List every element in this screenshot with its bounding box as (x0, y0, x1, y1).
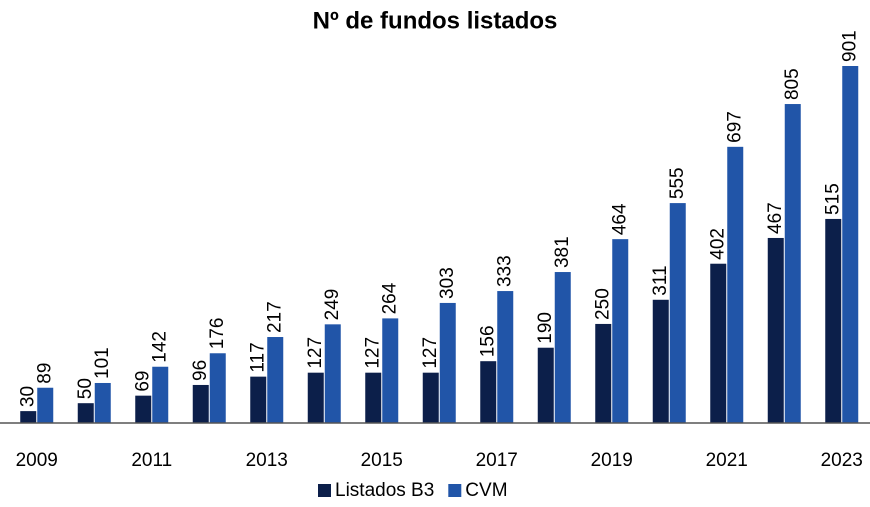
bar (767, 237, 784, 423)
bar (480, 361, 497, 423)
legend-swatch (448, 484, 462, 497)
data-label: 156 (477, 325, 498, 357)
data-label: 464 (609, 203, 630, 235)
bar (612, 239, 629, 423)
bar (422, 372, 439, 423)
x-tick-label: 2019 (591, 450, 633, 471)
bar (439, 302, 456, 423)
data-label: 555 (667, 167, 688, 199)
data-label: 127 (362, 337, 383, 369)
data-label: 303 (437, 267, 458, 299)
data-label: 50 (75, 378, 96, 399)
data-label: 515 (822, 183, 843, 215)
bar (365, 372, 382, 423)
bar (727, 146, 744, 423)
x-tick-label: 2021 (706, 450, 748, 471)
data-label: 467 (765, 202, 786, 234)
data-label: 117 (247, 342, 268, 372)
data-label: 127 (305, 337, 326, 369)
x-tick-label: 2013 (246, 450, 288, 471)
data-label: 381 (552, 236, 573, 268)
legend-swatch (318, 484, 331, 497)
bar (77, 403, 94, 423)
bar (595, 323, 612, 423)
data-label: 217 (264, 301, 285, 333)
bar (135, 395, 152, 423)
legend-label: CVM (465, 480, 507, 501)
data-label: 901 (839, 30, 860, 62)
legend-label: Listados B3 (335, 480, 434, 501)
data-label: 142 (149, 331, 170, 363)
bar (497, 291, 514, 423)
x-tick-label: 2015 (361, 450, 403, 471)
bar (382, 318, 399, 423)
x-tick-label: 2017 (476, 450, 518, 471)
data-label: 69 (132, 371, 153, 392)
data-label: 89 (34, 363, 55, 384)
bar (537, 347, 554, 423)
x-tick-label: 2023 (821, 450, 863, 471)
bar (152, 366, 169, 423)
data-label: 127 (420, 337, 441, 369)
bar (94, 382, 111, 423)
data-label: 101 (92, 347, 113, 379)
data-label: 311 (650, 265, 671, 295)
x-tick-label: 2011 (131, 450, 172, 471)
data-label: 402 (707, 228, 728, 260)
data-label: 264 (379, 282, 400, 314)
bar (324, 324, 341, 423)
bar (554, 272, 571, 423)
data-label: 249 (322, 289, 343, 321)
bar (825, 218, 842, 423)
bar (307, 372, 324, 423)
x-tick-label: 2009 (16, 450, 58, 471)
data-label: 250 (592, 288, 613, 320)
data-label: 190 (535, 312, 556, 344)
bar (20, 411, 37, 423)
data-label: 805 (782, 68, 803, 100)
bar (250, 376, 267, 423)
data-label: 333 (494, 255, 515, 287)
bar (192, 384, 209, 423)
bar (267, 337, 284, 423)
legend: Listados B3 CVM (318, 480, 508, 501)
bar (209, 353, 226, 423)
data-label: 697 (724, 111, 745, 143)
bar (784, 104, 801, 424)
data-label: 176 (207, 318, 228, 350)
bar (842, 66, 859, 423)
data-label: 30 (17, 386, 38, 407)
bar (710, 263, 727, 423)
chart-title: Nº de fundos listados (313, 7, 558, 34)
data-label: 96 (190, 360, 211, 381)
bar (652, 299, 669, 423)
bar (37, 387, 54, 423)
bar (669, 203, 686, 423)
